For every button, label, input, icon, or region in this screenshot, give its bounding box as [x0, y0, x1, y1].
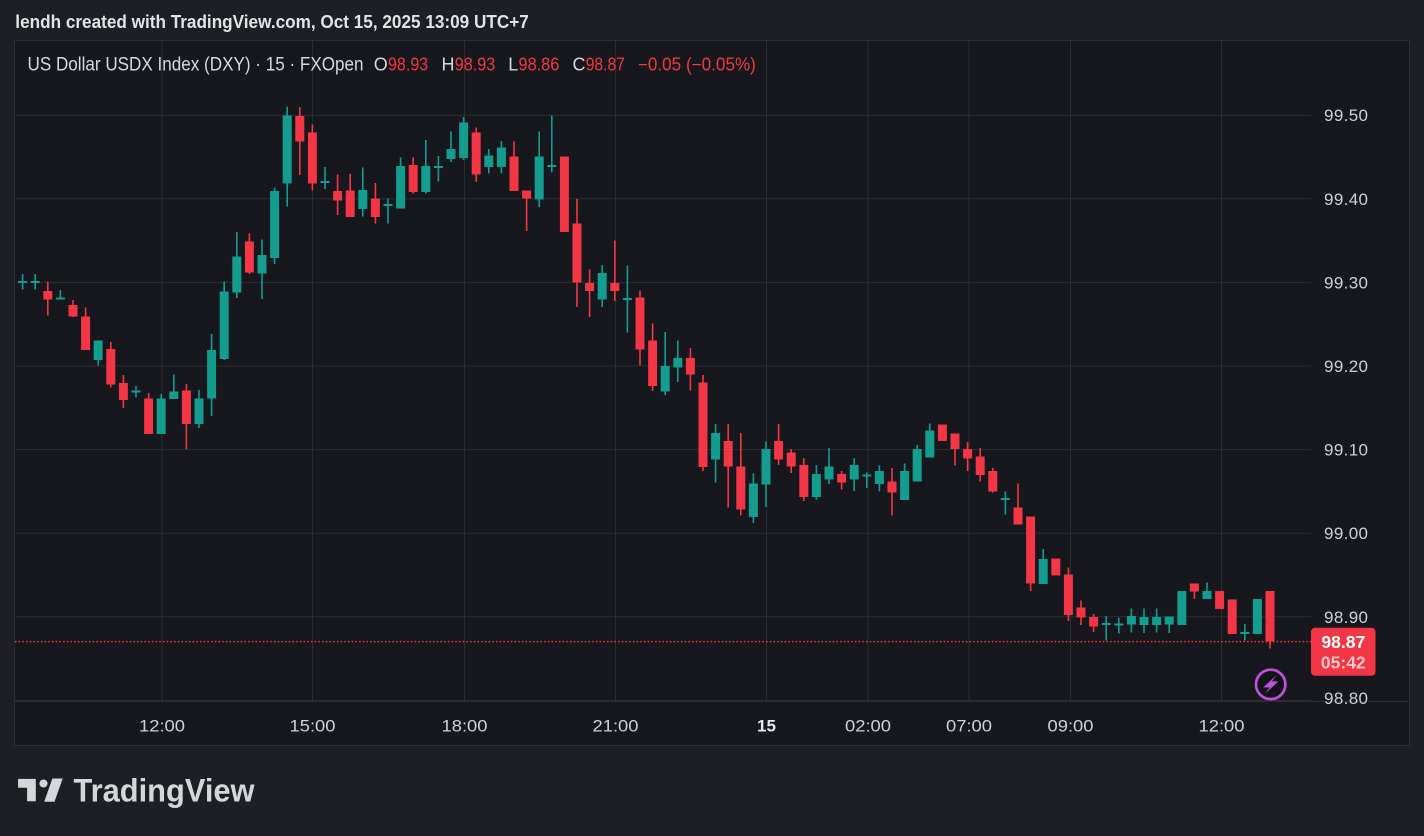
svg-text:21:00: 21:00	[593, 716, 639, 735]
svg-text:98.93: 98.93	[388, 55, 428, 75]
svg-text:12:00: 12:00	[139, 716, 185, 735]
svg-text:O: O	[374, 55, 388, 75]
svg-text:07:00: 07:00	[946, 716, 992, 735]
svg-text:02:00: 02:00	[845, 716, 891, 735]
svg-text:98.87: 98.87	[586, 55, 625, 75]
svg-text:99.40: 99.40	[1324, 190, 1368, 209]
svg-text:09:00: 09:00	[1048, 716, 1094, 735]
svg-text:98.93: 98.93	[455, 55, 496, 75]
svg-text:98.90: 98.90	[1324, 608, 1368, 627]
svg-text:98.87: 98.87	[1321, 632, 1365, 652]
svg-text:98.80: 98.80	[1324, 689, 1368, 708]
svg-text:15:00: 15:00	[290, 716, 336, 735]
svg-text:98.86: 98.86	[519, 55, 560, 75]
svg-text:99.00: 99.00	[1324, 524, 1368, 543]
svg-text:H: H	[442, 55, 455, 75]
svg-text:C: C	[573, 55, 586, 75]
svg-text:99.10: 99.10	[1324, 441, 1368, 460]
svg-text:18:00: 18:00	[442, 716, 488, 735]
svg-text:99.20: 99.20	[1324, 357, 1368, 376]
svg-text:99.30: 99.30	[1324, 273, 1368, 292]
svg-text:05:42: 05:42	[1321, 653, 1366, 673]
svg-text:15: 15	[757, 716, 776, 735]
svg-text:12:00: 12:00	[1199, 716, 1245, 735]
svg-text:L: L	[508, 55, 518, 75]
svg-text:−0.05 (−0.05%): −0.05 (−0.05%)	[638, 55, 756, 75]
svg-text:99.50: 99.50	[1324, 106, 1368, 125]
svg-text:US Dollar USDX Index (DXY) · 1: US Dollar USDX Index (DXY) · 15 · FXOpen	[28, 55, 364, 76]
svg-text:TradingView: TradingView	[74, 772, 255, 808]
svg-text:lendh created with TradingView: lendh created with TradingView.com, Oct …	[15, 12, 529, 32]
